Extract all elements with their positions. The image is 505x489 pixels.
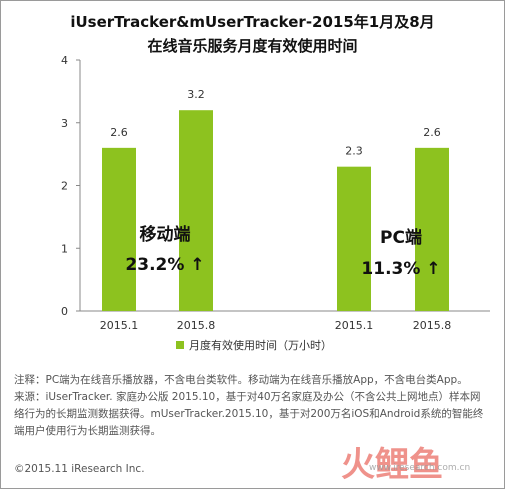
legend-label: 月度有效使用时间（万小时） — [189, 338, 332, 352]
chart-title-line2: 在线音乐服务月度有效使用时间 — [147, 37, 358, 55]
y-tick-label: 4 — [61, 54, 68, 67]
group-name-label: 移动端 — [140, 224, 191, 245]
note-line-4: 端用户使用行为长期监测获得。 — [14, 425, 161, 437]
watermark-url: www.iresearch.com.cn — [369, 463, 470, 473]
legend-swatch — [176, 341, 184, 349]
group-growth-label: 11.3% ↑ — [361, 259, 440, 279]
y-tick-label: 3 — [61, 117, 68, 130]
bar — [337, 166, 371, 311]
bar — [179, 110, 213, 311]
x-tick-label: 2015.8 — [177, 319, 216, 332]
note-line-1: 注释：PC端为在线音乐播放器，不含电台类软件。移动端为在线音乐播放App，不含电… — [14, 374, 468, 386]
bar-value-label: 2.6 — [110, 126, 128, 139]
bar — [102, 147, 136, 311]
group-growth-label: 23.2% ↑ — [125, 255, 204, 275]
x-tick-label: 2015.1 — [100, 319, 139, 332]
bar-value-label: 3.2 — [187, 88, 205, 101]
bar — [415, 147, 449, 311]
copyright-text: ©2015.11 iResearch Inc. — [14, 463, 145, 475]
x-tick-label: 2015.8 — [413, 319, 452, 332]
y-tick-label: 0 — [61, 305, 68, 318]
note-line-3: 络行为的长期监测数据获得。mUserTracker.2015.10，基于对200… — [14, 408, 484, 420]
bar-value-label: 2.6 — [423, 126, 441, 139]
group-name-label: PC端 — [380, 227, 422, 248]
y-tick-label: 2 — [61, 180, 68, 193]
note-line-2: 来源：iUserTracker. 家庭办公版 2015.10，基于对40万名家庭… — [14, 391, 481, 403]
y-tick-label: 1 — [61, 242, 68, 255]
bar-value-label: 2.3 — [345, 145, 363, 158]
watermark-text: 火鲤鱼 — [341, 445, 443, 484]
chart-title-line1: iUserTracker&mUserTracker-2015年1月及8月 — [70, 13, 435, 31]
x-tick-label: 2015.1 — [335, 319, 374, 332]
watermark-logo: 火鲤鱼 www.iresearch.com.cn — [341, 445, 470, 484]
